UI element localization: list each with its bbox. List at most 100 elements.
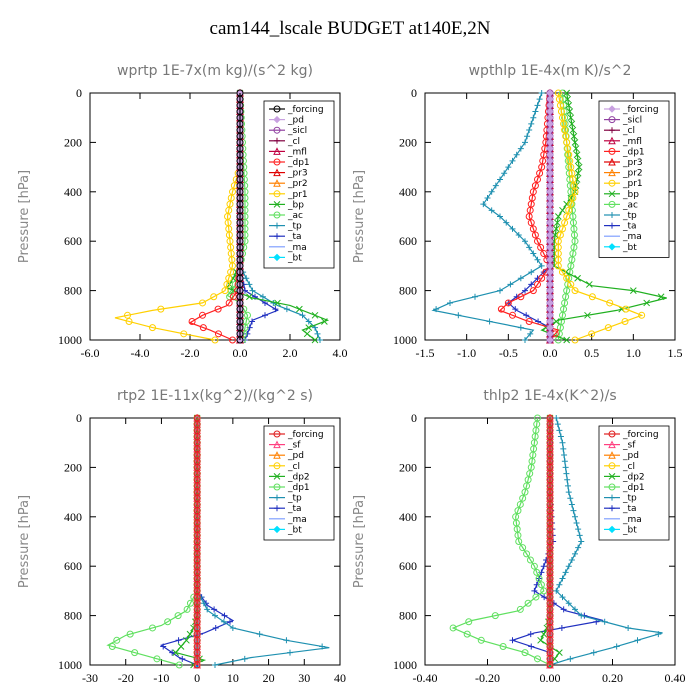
data-point	[629, 287, 637, 294]
legend-label: _tp	[287, 494, 302, 504]
legend-marker	[608, 116, 616, 124]
data-point	[153, 655, 161, 663]
legend-marker	[273, 525, 281, 534]
data-point	[449, 624, 457, 632]
data-point	[229, 336, 236, 344]
data-point	[559, 206, 566, 214]
data-point	[551, 231, 559, 239]
x-tick-label: 0.5	[584, 346, 599, 360]
y-tick-label: 600	[399, 234, 417, 248]
data-point	[199, 299, 206, 307]
legend-label: _sicl	[622, 116, 642, 126]
data-point	[530, 114, 537, 121]
legend: _forcing_pd_sicl_cl_mfl_dp1_pr3_pr2_pr1_…	[263, 100, 335, 269]
data-point	[534, 655, 541, 663]
panel-title: rtp2 1E-11x(kg^2)/(kg^2 s)	[117, 388, 313, 404]
data-point	[172, 649, 180, 657]
legend-marker	[274, 222, 280, 229]
series-ta	[509, 415, 604, 668]
y-tick-label: 1000	[393, 333, 417, 347]
legend-label: _sicl	[287, 126, 307, 136]
legend-marker	[273, 190, 281, 198]
data-point	[563, 470, 570, 477]
data-point	[531, 587, 538, 594]
y-tick-label: 800	[64, 284, 82, 298]
data-point	[557, 433, 564, 440]
data-point	[527, 463, 535, 471]
data-point	[567, 114, 575, 122]
data-point	[554, 213, 562, 220]
legend-label: _mfl	[287, 147, 307, 157]
data-point	[588, 330, 596, 338]
data-point	[565, 101, 573, 109]
data-point	[505, 164, 512, 171]
legend-label: _cl	[622, 462, 635, 472]
data-point	[559, 268, 566, 276]
data-point	[272, 306, 279, 313]
data-point	[529, 225, 537, 233]
data-point	[565, 563, 572, 570]
data-point	[497, 213, 503, 220]
legend-marker	[608, 157, 616, 166]
y-tick-label: 600	[399, 559, 417, 573]
data-point	[499, 642, 507, 650]
data-point	[319, 643, 326, 650]
legend-label: _pr3	[287, 169, 308, 179]
data-point	[538, 262, 545, 269]
data-point	[186, 599, 194, 607]
legend-label: _forcing	[287, 430, 324, 440]
data-point	[567, 280, 575, 288]
x-tick-label: -0.20	[475, 671, 500, 685]
data-point	[621, 317, 629, 325]
data-point	[574, 157, 582, 165]
data-point	[572, 606, 578, 613]
data-point	[488, 207, 495, 214]
data-point	[180, 330, 188, 338]
data-point	[536, 169, 544, 177]
x-tick-label: -0.40	[413, 671, 438, 685]
legend-marker	[273, 430, 281, 438]
data-point	[572, 513, 578, 520]
y-tick-label: 800	[399, 609, 417, 623]
series-forcing	[236, 89, 244, 344]
legend-label: _ma	[287, 515, 307, 525]
data-point	[516, 500, 524, 508]
data-point	[515, 538, 523, 545]
series-tp	[431, 90, 545, 343]
legend-label: _bp	[287, 200, 304, 210]
data-point	[169, 649, 176, 656]
data-point	[526, 470, 534, 478]
legend-label: _mfl	[622, 137, 642, 147]
data-point	[229, 262, 236, 270]
data-point	[532, 593, 540, 601]
data-point	[512, 306, 519, 313]
legend-label: _cl	[622, 126, 635, 136]
data-point	[530, 250, 537, 257]
data-point	[561, 452, 568, 459]
data-point	[528, 269, 535, 276]
data-point	[526, 244, 533, 251]
data-point	[501, 170, 508, 177]
data-point	[531, 231, 539, 239]
legend-label: _dp1	[622, 483, 645, 493]
data-point	[305, 324, 313, 332]
data-point	[563, 89, 571, 97]
legend-marker	[273, 483, 281, 491]
legend-label: _pd	[622, 451, 639, 461]
data-point	[578, 538, 585, 545]
data-point	[568, 557, 575, 564]
legend-label: _dp1	[622, 147, 645, 157]
legend-marker	[608, 462, 616, 470]
data-point	[572, 550, 578, 557]
data-point	[601, 618, 608, 625]
data-point	[210, 293, 218, 301]
legend-label: _pr1	[287, 190, 308, 200]
y-tick-label: 400	[399, 510, 417, 524]
data-point	[160, 643, 167, 650]
data-point	[568, 120, 576, 128]
series-line	[451, 417, 551, 666]
data-point	[212, 612, 218, 619]
data-point	[537, 243, 545, 251]
data-point	[588, 293, 596, 301]
data-point	[488, 188, 495, 195]
